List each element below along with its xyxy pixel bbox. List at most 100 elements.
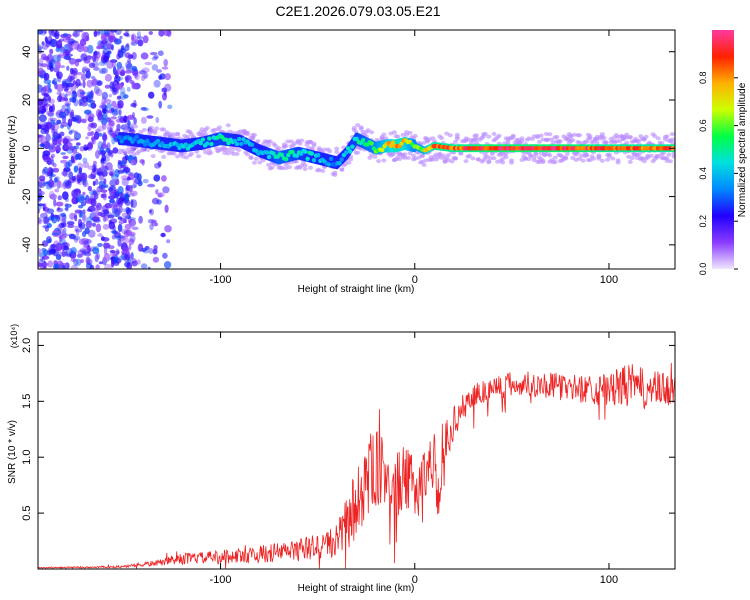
noise-cell [124,52,131,59]
noise-cell [55,201,64,207]
noise-cell [101,35,106,39]
haze-cell [540,160,546,165]
noise-cell [155,189,159,195]
noise-cell [94,54,98,60]
noise-cell [155,116,160,124]
noise-cell [66,253,72,258]
noise-cell [117,169,125,174]
noise-cell [65,103,70,107]
noise-cell [106,142,111,150]
noise-cell [80,73,87,82]
noise-cell [62,229,66,236]
trace-cell [337,161,342,166]
noise-cell [66,179,72,188]
noise-cell [38,182,43,189]
noise-cell [71,116,78,122]
haze-cell [629,156,635,161]
noise-cell [47,236,51,240]
noise-cell [117,235,126,239]
noise-cell [87,116,94,123]
haze-cell [470,156,476,161]
noise-cell [43,166,49,174]
noise-cell [61,250,66,257]
haze-cell [599,158,605,163]
noise-cell [85,70,91,79]
noise-cell [130,199,134,208]
noise-cell [47,145,55,150]
haze-cell [140,148,146,153]
trace-cell [239,141,244,147]
haze-cell [577,156,583,161]
x-tick-label: 0 [412,274,418,286]
haze-cell [564,151,570,156]
haze-cell [355,123,361,128]
haze-cell [563,156,569,161]
noise-cell [78,204,84,209]
haze-cell [636,152,642,157]
noise-cell [70,258,77,262]
noise-cell [47,88,53,94]
noise-cell [119,91,127,101]
noise-cell [69,111,74,120]
trace-cell [284,157,289,162]
noise-cell [124,44,130,52]
trace-cell [143,142,148,147]
haze-cell [391,130,397,135]
noise-cell [57,207,61,211]
noise-cell [119,160,126,167]
noise-cell [139,159,145,164]
noise-cell [104,157,110,162]
noise-cell [55,47,60,53]
noise-cell [56,71,63,80]
noise-cell [97,243,103,247]
noise-cell [52,167,60,173]
noise-cell [43,30,47,34]
noise-cell [74,228,83,233]
noise-cell [64,94,68,98]
noise-cell [41,255,50,260]
noise-cell [84,109,92,115]
noise-cell [48,190,55,199]
noise-cell [81,214,86,221]
noise-cell [70,47,74,51]
haze-cell [171,151,177,156]
haze-cell [536,139,542,144]
noise-cell [104,98,112,104]
noise-cell [105,152,112,158]
noise-cell [47,82,51,90]
noise-cell [119,255,125,261]
noise-cell [74,209,83,214]
noise-cell [107,50,112,55]
noise-cell [148,91,155,99]
noise-cell [62,191,69,200]
trace-cell [354,136,359,142]
noise-cell [70,264,79,269]
noise-cell [141,71,149,80]
noise-cell [110,107,115,113]
noise-cell [71,175,77,182]
noise-cell [60,212,66,217]
noise-cell [123,218,127,223]
trace-cell [309,151,314,156]
noise-cell [157,161,162,167]
haze-cell [519,136,525,141]
noise-cell [142,249,150,254]
haze-cell [570,138,576,143]
noise-cell [123,115,128,123]
x-tick-label: 100 [600,274,618,286]
haze-cell [453,156,458,161]
noise-cell [124,223,132,230]
snr-x-ticks: -100 0 100 [210,332,618,586]
noise-cell [51,216,58,224]
noise-cell [157,50,164,56]
noise-cell [59,131,65,137]
noise-cell [151,197,160,205]
noise-cell [101,123,107,130]
trace-cell [343,150,349,155]
haze-cell [615,160,621,165]
noise-cell [72,30,80,38]
trace-cell [145,138,150,144]
spectrogram-cells [38,30,675,269]
noise-cell [114,38,122,45]
noise-cell [87,185,93,192]
